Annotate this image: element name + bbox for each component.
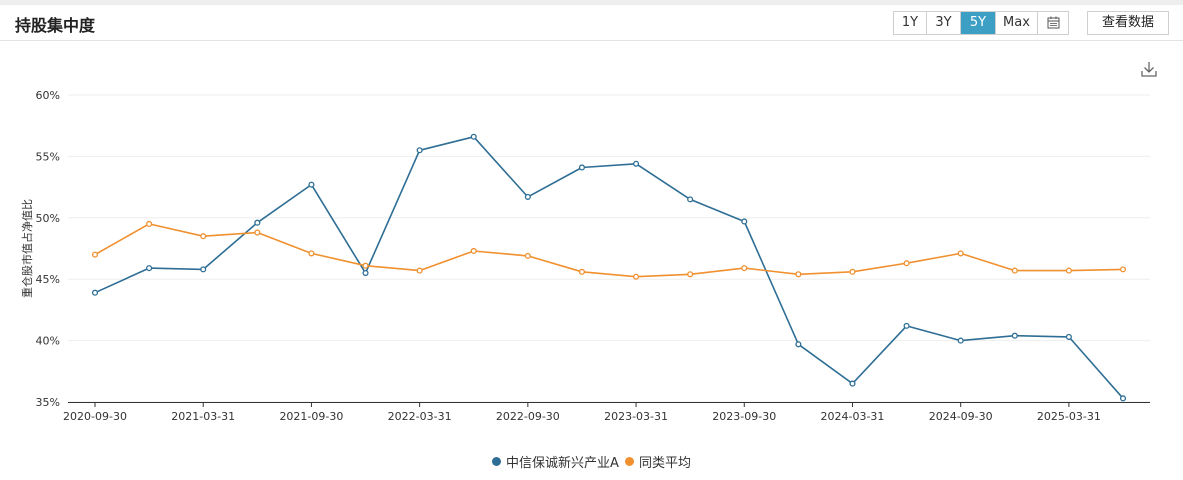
- legend-item-average[interactable]: 同类平均: [624, 452, 691, 471]
- data-point: [308, 250, 315, 257]
- data-point: [795, 341, 802, 348]
- x-tick-label: 2024-09-30: [929, 410, 993, 423]
- data-point: [146, 265, 153, 272]
- x-tick-label: 2023-03-31: [604, 410, 668, 423]
- series-line-0: [94, 136, 1124, 399]
- data-point: [849, 380, 856, 387]
- data-point: [1119, 266, 1127, 273]
- y-tick-label: 40%: [36, 335, 60, 348]
- data-point: [470, 247, 477, 255]
- top-strip: [0, 0, 1183, 5]
- x-tick-label: 2025-03-31: [1037, 410, 1101, 423]
- data-point: [903, 322, 910, 329]
- x-tick-label: 2023-09-30: [712, 410, 776, 423]
- legend-label-average: 同类平均: [638, 455, 691, 471]
- y-tick-label: 50%: [36, 212, 60, 225]
- data-point: [524, 252, 531, 259]
- panel-header: 持股集中度 1Y 3Y 5Y Max 查看数据: [0, 5, 1183, 41]
- y-tick-label: 45%: [36, 273, 60, 286]
- x-tick-label: 2020-09-30: [63, 410, 127, 423]
- data-point: [308, 181, 315, 188]
- y-tick-label: 35%: [36, 396, 60, 409]
- data-point: [254, 219, 261, 226]
- legend-marker-average: [624, 456, 634, 466]
- range-1y-button[interactable]: 1Y: [894, 12, 927, 34]
- legend-item-fund[interactable]: 中信保诚新兴产业A: [492, 452, 619, 471]
- data-point: [957, 250, 964, 257]
- download-icon[interactable]: [1140, 60, 1158, 78]
- y-axis-title: 重仓股市值占净值比: [20, 199, 34, 298]
- data-point: [741, 265, 748, 272]
- data-point: [200, 233, 207, 240]
- calendar-button[interactable]: [1038, 12, 1068, 34]
- legend-label-fund: 中信保诚新兴产业A: [506, 455, 619, 471]
- data-point: [795, 271, 802, 278]
- x-tick-label: 2024-03-31: [821, 410, 885, 423]
- data-point: [687, 271, 694, 278]
- legend-marker-fund: [492, 456, 502, 466]
- view-data-button[interactable]: 查看数据: [1087, 11, 1169, 35]
- data-point: [1119, 395, 1127, 402]
- data-point: [1011, 332, 1018, 339]
- data-point: [146, 220, 153, 227]
- time-range-selector: 1Y 3Y 5Y Max: [893, 11, 1069, 35]
- y-tick-label: 60%: [36, 89, 60, 102]
- panel-title: 持股集中度: [15, 16, 96, 35]
- range-max-button[interactable]: Max: [996, 12, 1038, 34]
- x-tick-label: 2022-03-31: [388, 410, 452, 423]
- data-point: [741, 218, 748, 225]
- range-5y-button[interactable]: 5Y: [961, 12, 996, 34]
- data-point: [362, 270, 369, 277]
- chart-legend: 中信保诚新兴产业A 同类平均: [0, 452, 1183, 471]
- data-point: [578, 164, 585, 171]
- data-point: [633, 160, 640, 167]
- line-chart: 60% 55% 50% 45% 40% 35%2020-09-30 2021-03-31 20…: [20, 89, 1150, 423]
- range-3y-button[interactable]: 3Y: [927, 12, 961, 34]
- x-tick-label: 2021-09-30: [279, 410, 343, 423]
- data-point: [687, 196, 694, 203]
- data-point: [362, 262, 369, 269]
- data-point: [1011, 267, 1018, 274]
- data-point: [254, 229, 261, 236]
- series-line-1: [94, 223, 1124, 278]
- data-point: [1065, 333, 1072, 340]
- calendar-icon: [1047, 16, 1059, 29]
- x-tick-label: 2021-03-31: [171, 410, 235, 423]
- data-point: [91, 251, 99, 258]
- data-point: [849, 268, 856, 275]
- data-point: [1065, 267, 1072, 274]
- y-tick-label: 55%: [36, 150, 60, 163]
- data-point: [200, 266, 207, 273]
- data-point: [633, 273, 640, 280]
- data-point: [470, 133, 477, 140]
- data-point: [91, 289, 99, 296]
- data-point: [524, 193, 531, 200]
- data-point: [578, 268, 585, 275]
- data-point: [903, 260, 910, 267]
- data-point: [416, 267, 423, 274]
- data-point: [416, 147, 423, 154]
- data-point: [957, 337, 964, 344]
- x-tick-label: 2022-09-30: [496, 410, 560, 423]
